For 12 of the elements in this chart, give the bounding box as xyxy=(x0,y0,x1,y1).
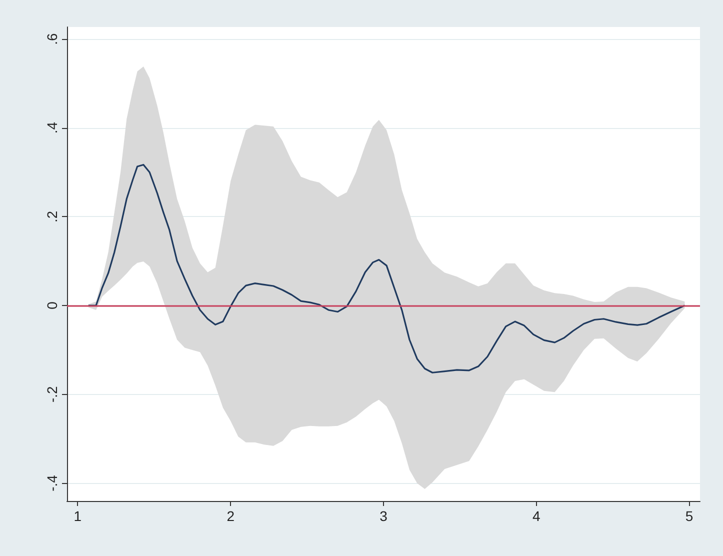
y-tick-label: .2 xyxy=(44,210,60,223)
y-tick-label: -.4 xyxy=(44,474,60,492)
y-tick-label: -.2 xyxy=(44,386,60,403)
x-tick-label: 2 xyxy=(226,508,235,524)
line-series xyxy=(88,164,686,374)
y-tick-label: .6 xyxy=(44,32,60,45)
x-tick-label: 4 xyxy=(532,508,540,524)
y-tick-label: 0 xyxy=(44,301,60,310)
y-tick-label: .4 xyxy=(44,122,60,134)
x-tick-label: 1 xyxy=(74,508,82,524)
x-tick-label: 3 xyxy=(380,508,388,524)
x-tick-label: 5 xyxy=(685,508,694,524)
